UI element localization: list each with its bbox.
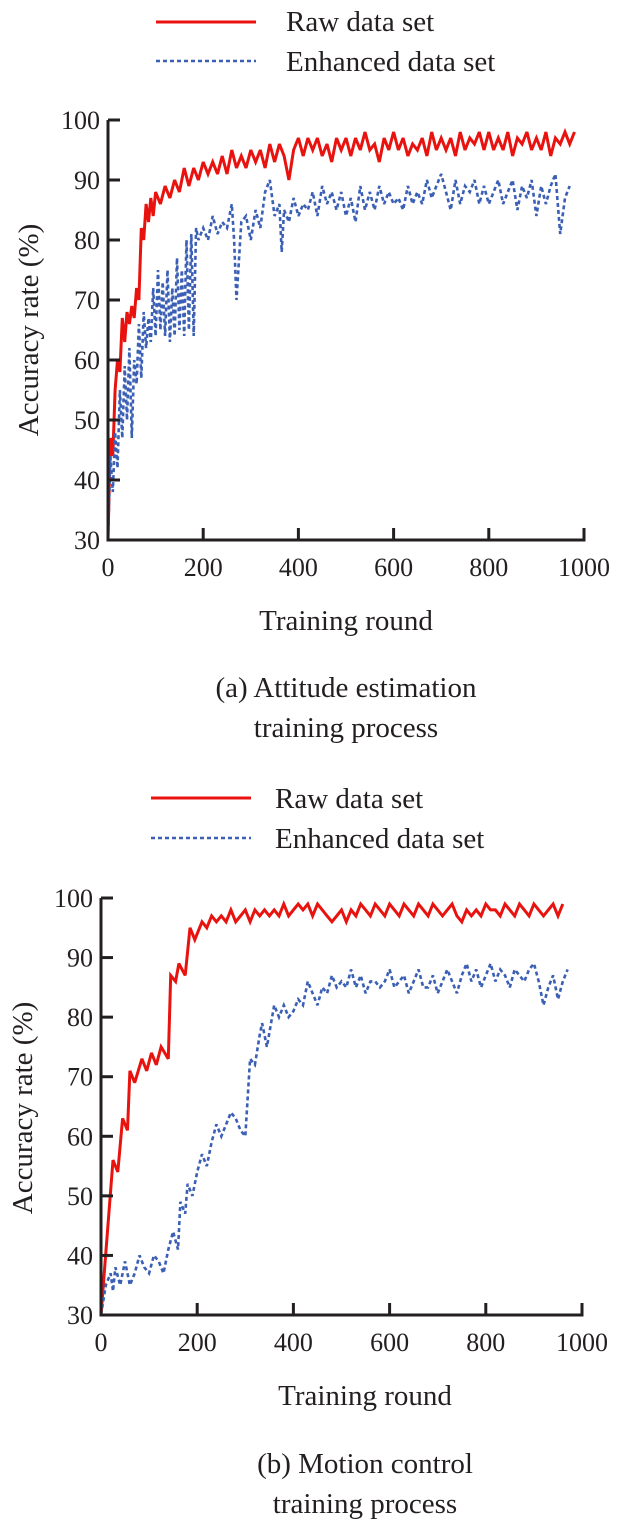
y-tick-label-b-30: 30 [67,1301,93,1330]
legend-b-raw-label: Raw data set [275,783,423,815]
caption-b-line1: (b) Motion control [257,1448,473,1480]
x-tick-label-b-0: 0 [95,1328,108,1357]
y-axis-title-b: Accuracy rate (%) [7,1002,39,1215]
y-tick-label-a-60: 60 [74,346,100,375]
x-tick-label-a-600: 600 [374,553,413,582]
y-tick-label-b-70: 70 [67,1063,93,1092]
y-tick-label-a-80: 80 [74,226,100,255]
chart-a: Raw data set Enhanced data set Accuracy … [13,6,610,744]
y-tick-label-b-60: 60 [67,1122,93,1151]
y-tick-label-b-40: 40 [67,1241,93,1270]
y-axis-title-a: Accuracy rate (%) [13,224,45,437]
y-tick-label-a-50: 50 [74,406,100,435]
y-tick-label-a-30: 30 [74,526,100,555]
y-tick-label-b-100: 100 [54,884,93,913]
caption-a-line1: (a) Attitude estimation [216,672,477,704]
series-line-b-raw [99,899,565,1316]
series-line-a-raw [106,127,576,541]
x-axis-title-b: Training round [278,1380,452,1412]
x-tick-label-b-400: 400 [274,1328,313,1357]
x-tick-label-b-600: 600 [370,1328,409,1357]
legend-b-enhanced-label: Enhanced data set [275,823,484,855]
x-tick-label-a-400: 400 [279,553,318,582]
y-tick-label-a-100: 100 [61,106,100,135]
x-tick-label-b-200: 200 [178,1328,217,1357]
series-line-a-enhanced [106,173,571,541]
caption-a-line2: training process [254,712,438,744]
x-tick-label-b-800: 800 [466,1328,505,1357]
y-tick-label-a-70: 70 [74,286,100,315]
legend-a-raw-label: Raw data set [286,6,434,38]
chart-b: Raw data set Enhanced data set Accuracy … [7,783,608,1520]
y-tick-label-a-90: 90 [74,166,100,195]
legend-a-enhanced-label: Enhanced data set [286,46,495,78]
y-tick-label-b-90: 90 [67,944,93,973]
legend-b: Raw data set Enhanced data set [151,783,484,855]
y-tick-label-a-40: 40 [74,466,100,495]
x-axis-title-a: Training round [259,605,433,637]
x-tick-label-a-200: 200 [184,553,223,582]
x-tick-label-a-1000: 1000 [558,553,610,582]
legend-a: Raw data set Enhanced data set [156,6,495,78]
x-tick-label-a-800: 800 [469,553,508,582]
y-tick-label-b-50: 50 [67,1182,93,1211]
caption-b-line2: training process [273,1488,457,1520]
x-tick-label-b-1000: 1000 [556,1328,608,1357]
y-tick-label-b-80: 80 [67,1003,93,1032]
x-tick-label-a-0: 0 [102,553,115,582]
series-line-b-enhanced [99,960,569,1316]
